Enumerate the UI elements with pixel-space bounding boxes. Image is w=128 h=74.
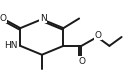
Text: N: N xyxy=(40,14,46,23)
Text: HN: HN xyxy=(4,41,17,50)
Text: O: O xyxy=(94,31,101,40)
Text: O: O xyxy=(79,57,86,66)
Text: O: O xyxy=(0,14,7,23)
